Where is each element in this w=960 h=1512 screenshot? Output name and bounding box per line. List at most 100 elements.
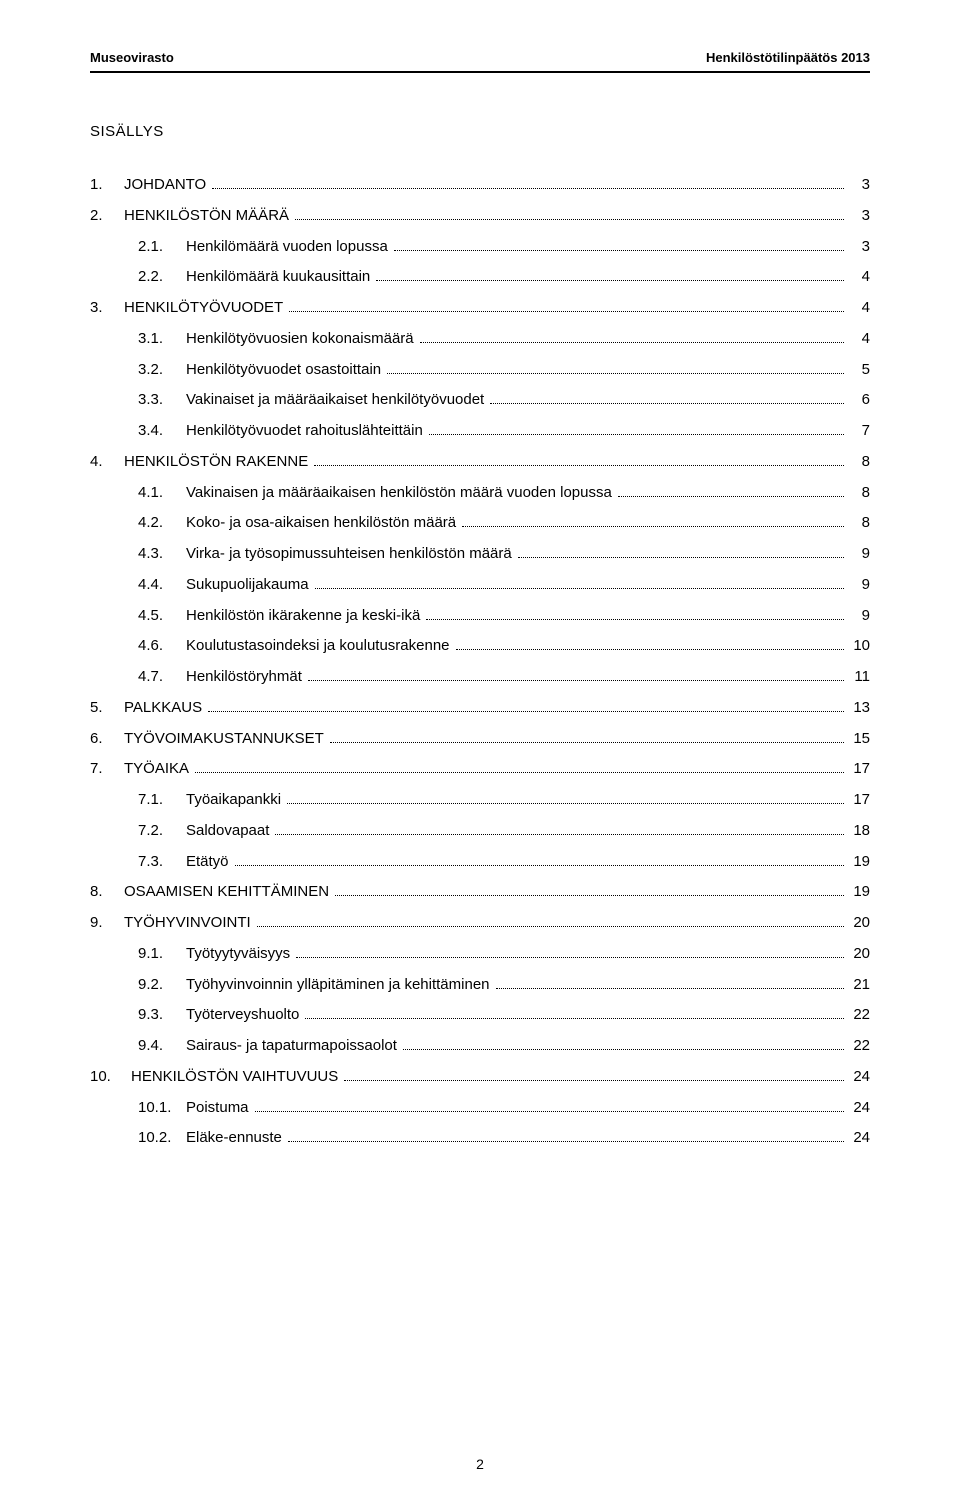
toc-leader [288,1141,844,1142]
toc-entry-page: 4 [848,324,870,355]
toc-entry-number: 3.4. [138,416,186,447]
toc-entry: 7.2.Saldovapaat18 [90,816,870,847]
toc-leader [403,1049,844,1050]
toc-entry-label: Henkilötyövuodet rahoituslähteittäin [186,416,423,447]
toc-entry-page: 22 [848,1031,870,1062]
toc-entry-page: 5 [848,355,870,386]
toc-entry-number: 4.6. [138,631,186,662]
toc-entry-number: 2.1. [138,232,186,263]
toc-leader [376,280,844,281]
header-right: Henkilöstötilinpäätös 2013 [706,50,870,65]
toc-entry: 9.2.Työhyvinvoinnin ylläpitäminen ja keh… [90,970,870,1001]
toc-entry-page: 13 [848,693,870,724]
toc-entry-number: 3. [90,293,124,324]
toc-entry: 2.1.Henkilömäärä vuoden lopussa3 [90,232,870,263]
toc-entry: 3.1.Henkilötyövuosien kokonaismäärä4 [90,324,870,355]
toc-entry-label: Koulutustasoindeksi ja koulutusrakenne [186,631,450,662]
toc-entry-label: Virka- ja työsopimussuhteisen henkilöstö… [186,539,512,570]
toc-entry-label: Saldovapaat [186,816,269,847]
toc-entry-label: Työhyvinvoinnin ylläpitäminen ja kehittä… [186,970,490,1001]
table-of-contents: 1.JOHDANTO32.HENKILÖSTÖN MÄÄRÄ32.1.Henki… [90,170,870,1154]
toc-entry-label: Työaikapankki [186,785,281,816]
toc-entry-page: 3 [848,201,870,232]
toc-entry-page: 15 [848,724,870,755]
toc-entry: 7.3.Etätyö19 [90,847,870,878]
toc-entry: 8.OSAAMISEN KEHITTÄMINEN19 [90,877,870,908]
toc-entry-label: Työterveyshuolto [186,1000,299,1031]
toc-entry: 3.HENKILÖTYÖVUODET4 [90,293,870,324]
toc-entry-page: 9 [848,570,870,601]
toc-entry: 1.JOHDANTO3 [90,170,870,201]
toc-entry-label: HENKILÖSTÖN RAKENNE [124,447,308,478]
toc-entry: 10.HENKILÖSTÖN VAIHTUVUUS24 [90,1062,870,1093]
toc-entry-label: Sairaus- ja tapaturmapoissaolot [186,1031,397,1062]
page-number: 2 [0,1456,960,1472]
toc-entry-page: 9 [848,601,870,632]
toc-entry-page: 18 [848,816,870,847]
toc-entry-label: Henkilöstön ikärakenne ja keski-ikä [186,601,420,632]
toc-leader [496,988,844,989]
toc-entry-number: 7.1. [138,785,186,816]
toc-leader [490,403,844,404]
toc-entry-label: Eläke-ennuste [186,1123,282,1154]
page-header: Museovirasto Henkilöstötilinpäätös 2013 [90,50,870,65]
toc-entry-number: 9.4. [138,1031,186,1062]
toc-entry: 9.TYÖHYVINVOINTI20 [90,908,870,939]
toc-leader [305,1018,844,1019]
toc-entry: 4.4.Sukupuolijakauma9 [90,570,870,601]
toc-entry-page: 4 [848,262,870,293]
toc-entry-page: 24 [848,1123,870,1154]
toc-entry-number: 10. [90,1062,131,1093]
toc-entry-page: 6 [848,385,870,416]
toc-entry: 3.3.Vakinaiset ja määräaikaiset henkilöt… [90,385,870,416]
toc-entry-number: 7.3. [138,847,186,878]
toc-entry-number: 9.3. [138,1000,186,1031]
toc-entry-number: 9.1. [138,939,186,970]
toc-entry: 4.6.Koulutustasoindeksi ja koulutusraken… [90,631,870,662]
toc-entry-page: 20 [848,908,870,939]
toc-entry: 4.3.Virka- ja työsopimussuhteisen henkil… [90,539,870,570]
toc-entry-label: HENKILÖSTÖN MÄÄRÄ [124,201,289,232]
toc-entry-label: Etätyö [186,847,229,878]
toc-leader [275,834,844,835]
toc-entry-page: 9 [848,539,870,570]
toc-entry-number: 4.2. [138,508,186,539]
toc-leader [426,619,844,620]
toc-entry: 3.2.Henkilötyövuodet osastoittain5 [90,355,870,386]
toc-entry-number: 9. [90,908,124,939]
header-rule [90,71,870,73]
toc-entry: 7.TYÖAIKA17 [90,754,870,785]
toc-entry: 2.HENKILÖSTÖN MÄÄRÄ 3 [90,201,870,232]
toc-leader [330,742,844,743]
toc-leader [462,526,844,527]
toc-entry-page: 8 [848,447,870,478]
toc-entry-number: 4.3. [138,539,186,570]
toc-entry-label: HENKILÖTYÖVUODET [124,293,283,324]
toc-entry-label: Koko- ja osa-aikaisen henkilöstön määrä [186,508,456,539]
header-left: Museovirasto [90,50,174,65]
toc-entry-number: 3.1. [138,324,186,355]
toc-entry: 4.2.Koko- ja osa-aikaisen henkilöstön mä… [90,508,870,539]
toc-entry-number: 7. [90,754,124,785]
toc-entry-page: 17 [848,754,870,785]
toc-leader [518,557,844,558]
toc-entry-page: 22 [848,1000,870,1031]
toc-entry-number: 10.1. [138,1093,186,1124]
toc-entry-label: Henkilömäärä vuoden lopussa [186,232,388,263]
toc-entry-page: 8 [848,478,870,509]
toc-leader [212,188,844,189]
toc-leader [387,373,844,374]
toc-leader [429,434,844,435]
toc-entry-number: 2. [90,201,124,232]
toc-entry: 10.2.Eläke-ennuste24 [90,1123,870,1154]
toc-entry: 2.2.Henkilömäärä kuukausittain4 [90,262,870,293]
toc-entry-label: Henkilötyövuodet osastoittain [186,355,381,386]
toc-entry-number: 4.7. [138,662,186,693]
toc-leader [618,496,844,497]
toc-entry-page: 24 [848,1093,870,1124]
toc-entry-number: 4.5. [138,601,186,632]
toc-entry-number: 4. [90,447,124,478]
toc-entry: 10.1.Poistuma24 [90,1093,870,1124]
toc-entry: 6.TYÖVOIMAKUSTANNUKSET15 [90,724,870,755]
toc-entry-page: 21 [848,970,870,1001]
